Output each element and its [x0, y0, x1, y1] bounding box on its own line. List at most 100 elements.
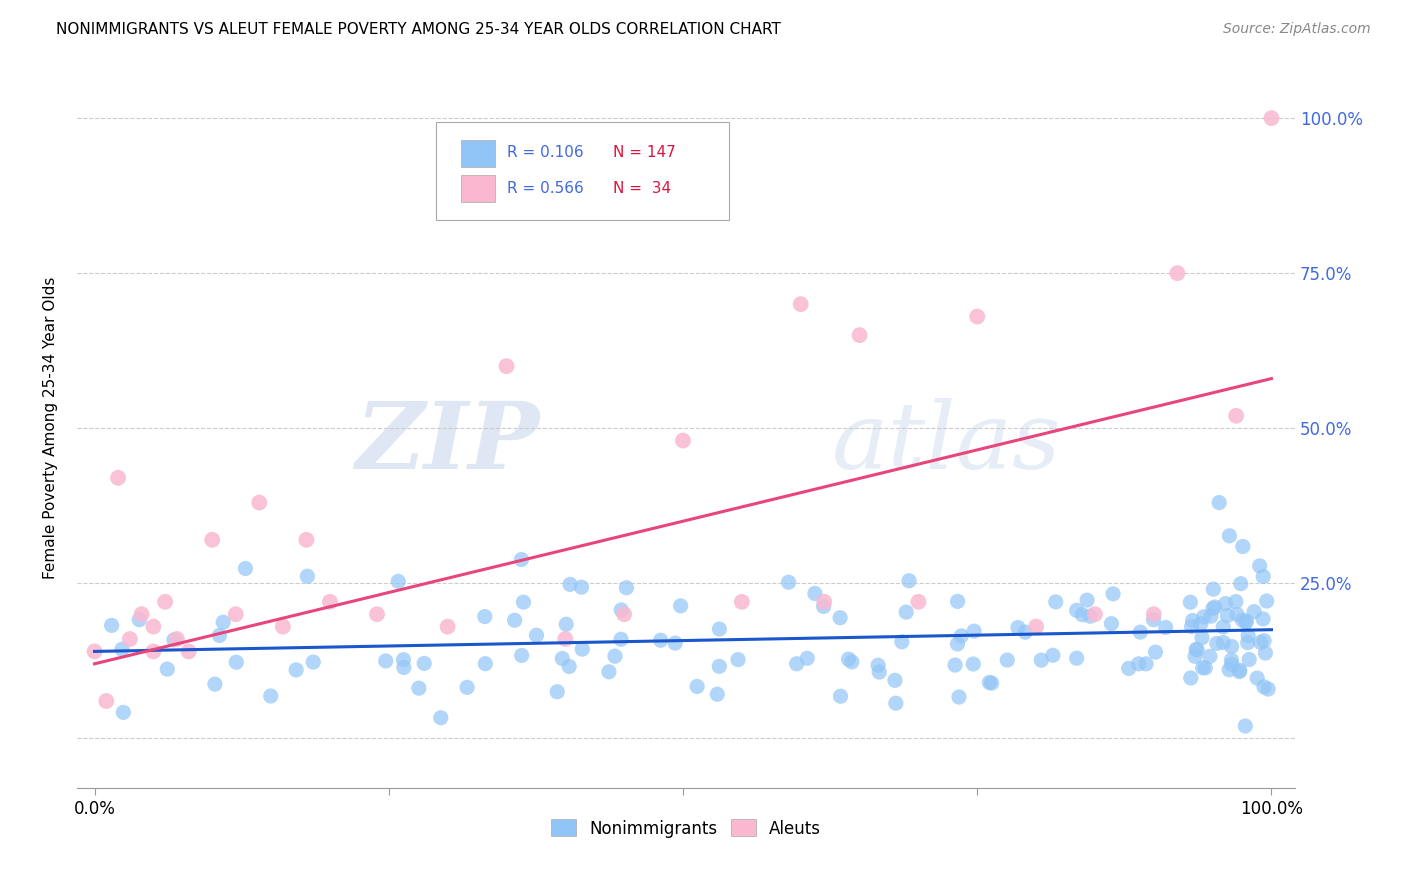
Point [1185, 642, 1208, 657]
Point [616, 581, 638, 595]
Point [1142, 613, 1164, 627]
Point [1234, 614, 1257, 628]
Point [962, 657, 984, 671]
Point [1194, 661, 1216, 675]
Point [1204, 600, 1226, 615]
Point [1251, 569, 1274, 583]
Point [841, 655, 863, 669]
Legend: Nonimmigrants, Aleuts: Nonimmigrants, Aleuts [544, 813, 828, 844]
Point [225, 607, 247, 622]
Point [153, 595, 176, 609]
Point [1237, 629, 1260, 643]
Point [1212, 620, 1234, 634]
Text: R = 0.106: R = 0.106 [508, 145, 583, 161]
Point [429, 711, 451, 725]
Point [551, 651, 574, 665]
Point [1045, 595, 1067, 609]
Point [789, 297, 811, 311]
Text: NONIMMIGRANTS VS ALEUT FEMALE POVERTY AMONG 25-34 YEAR OLDS CORRELATION CHART: NONIMMIGRANTS VS ALEUT FEMALE POVERTY AM… [56, 22, 782, 37]
Point [558, 659, 581, 673]
Point [610, 603, 633, 617]
Point [1084, 607, 1107, 622]
Point [672, 434, 695, 448]
Point [247, 495, 270, 509]
Text: atlas: atlas [832, 398, 1062, 488]
Point [111, 642, 134, 657]
Point [1192, 610, 1215, 624]
Point [1253, 680, 1275, 694]
Point [204, 677, 226, 691]
Point [131, 607, 153, 622]
Text: N = 147: N = 147 [613, 145, 676, 161]
Point [1189, 616, 1212, 631]
Point [503, 613, 526, 627]
Point [1191, 661, 1213, 675]
Point [1218, 529, 1240, 543]
Point [1215, 597, 1237, 611]
Point [848, 328, 870, 343]
Point [96, 694, 118, 708]
Point [664, 636, 686, 650]
Point [295, 533, 318, 547]
Point [212, 615, 235, 630]
Point [884, 696, 907, 710]
Text: R = 0.566: R = 0.566 [508, 181, 583, 196]
Point [526, 628, 548, 642]
Point [1129, 625, 1152, 640]
Point [778, 575, 800, 590]
Point [177, 644, 200, 658]
Point [1180, 595, 1202, 609]
Point [495, 359, 517, 374]
Point [201, 533, 224, 547]
Point [319, 595, 342, 609]
Point [387, 574, 409, 589]
Point [555, 617, 578, 632]
Text: N =  34: N = 34 [613, 181, 671, 196]
Point [1229, 663, 1251, 677]
Point [474, 657, 496, 671]
Point [1014, 625, 1036, 640]
Bar [461, 140, 495, 167]
Point [260, 689, 283, 703]
Point [610, 632, 633, 647]
Point [1229, 576, 1251, 591]
Point [392, 660, 415, 674]
Point [83, 644, 105, 658]
Point [235, 561, 257, 575]
Point [1076, 593, 1098, 607]
Text: ZIP: ZIP [356, 398, 540, 488]
Point [558, 577, 581, 591]
Point [1143, 607, 1166, 622]
Point [1031, 653, 1053, 667]
Point [225, 655, 247, 669]
Point [966, 310, 988, 324]
Point [392, 653, 415, 667]
Point [112, 706, 135, 720]
Point [1249, 558, 1271, 573]
Point [1212, 635, 1234, 649]
Point [163, 632, 186, 647]
Point [271, 619, 294, 633]
Point [1180, 671, 1202, 685]
Point [1220, 653, 1243, 667]
Point [1144, 645, 1167, 659]
Point [1007, 621, 1029, 635]
Point [1071, 607, 1094, 622]
Point [1154, 620, 1177, 634]
Point [669, 599, 692, 613]
Point [1234, 615, 1257, 630]
Point [950, 629, 973, 643]
Point [868, 658, 890, 673]
Point [946, 637, 969, 651]
Point [731, 595, 754, 609]
Point [142, 619, 165, 633]
Point [1232, 540, 1254, 554]
Point [1220, 640, 1243, 654]
Point [1191, 631, 1213, 645]
Point [1180, 619, 1202, 633]
Point [100, 618, 122, 632]
Point [598, 665, 620, 679]
Point [709, 622, 731, 636]
Point [1257, 681, 1279, 696]
Point [554, 632, 576, 646]
